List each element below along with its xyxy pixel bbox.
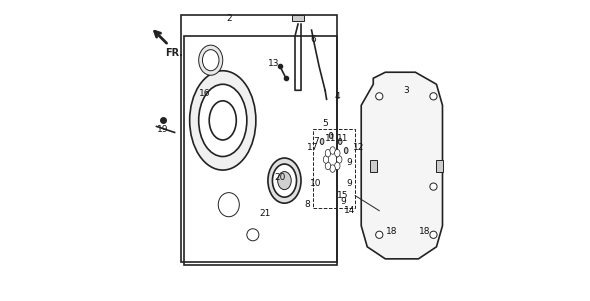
- Text: 13: 13: [268, 59, 280, 68]
- Text: 9: 9: [340, 197, 346, 206]
- Ellipse shape: [323, 156, 329, 163]
- Ellipse shape: [268, 158, 301, 203]
- Text: 11: 11: [337, 134, 349, 143]
- Text: 6: 6: [310, 35, 316, 44]
- Text: FR.: FR.: [166, 48, 183, 58]
- Circle shape: [376, 231, 383, 238]
- Text: 16: 16: [199, 89, 211, 98]
- Ellipse shape: [330, 165, 335, 172]
- Ellipse shape: [329, 132, 333, 138]
- Ellipse shape: [336, 156, 342, 163]
- Ellipse shape: [209, 101, 237, 140]
- Text: 18: 18: [386, 227, 397, 236]
- Ellipse shape: [273, 164, 297, 197]
- Text: 4: 4: [335, 92, 340, 101]
- Text: 11: 11: [325, 134, 337, 143]
- Ellipse shape: [345, 147, 348, 154]
- Bar: [181, 15, 337, 262]
- Text: 18: 18: [419, 227, 430, 236]
- Circle shape: [430, 231, 437, 238]
- Text: 8: 8: [304, 200, 310, 209]
- Text: 21: 21: [259, 209, 271, 218]
- Ellipse shape: [278, 172, 291, 190]
- Bar: [313, 129, 355, 208]
- Ellipse shape: [335, 162, 340, 170]
- Text: 7: 7: [313, 137, 319, 146]
- Ellipse shape: [330, 147, 335, 154]
- Text: 12: 12: [352, 143, 364, 152]
- Ellipse shape: [202, 50, 219, 71]
- Ellipse shape: [218, 193, 240, 217]
- Ellipse shape: [199, 45, 223, 75]
- Ellipse shape: [189, 71, 256, 170]
- Text: 14: 14: [343, 206, 355, 215]
- Ellipse shape: [247, 229, 259, 241]
- Ellipse shape: [325, 162, 330, 170]
- Text: 9: 9: [346, 179, 352, 188]
- Circle shape: [430, 93, 437, 100]
- Ellipse shape: [325, 149, 330, 157]
- Text: 9: 9: [346, 158, 352, 167]
- Text: 3: 3: [404, 86, 409, 95]
- Polygon shape: [292, 15, 304, 21]
- Text: 5: 5: [322, 119, 328, 128]
- Ellipse shape: [335, 149, 340, 157]
- Bar: [370, 160, 377, 172]
- Text: 17: 17: [307, 143, 319, 152]
- Ellipse shape: [338, 138, 342, 144]
- Text: 10: 10: [310, 179, 322, 188]
- Text: 15: 15: [337, 191, 349, 200]
- Ellipse shape: [199, 84, 247, 157]
- Text: 20: 20: [274, 173, 286, 182]
- Polygon shape: [361, 72, 442, 259]
- Text: 19: 19: [157, 125, 168, 134]
- Ellipse shape: [320, 138, 324, 144]
- Bar: [436, 160, 443, 172]
- Circle shape: [430, 183, 437, 190]
- Circle shape: [376, 93, 383, 100]
- Text: 2: 2: [226, 14, 232, 23]
